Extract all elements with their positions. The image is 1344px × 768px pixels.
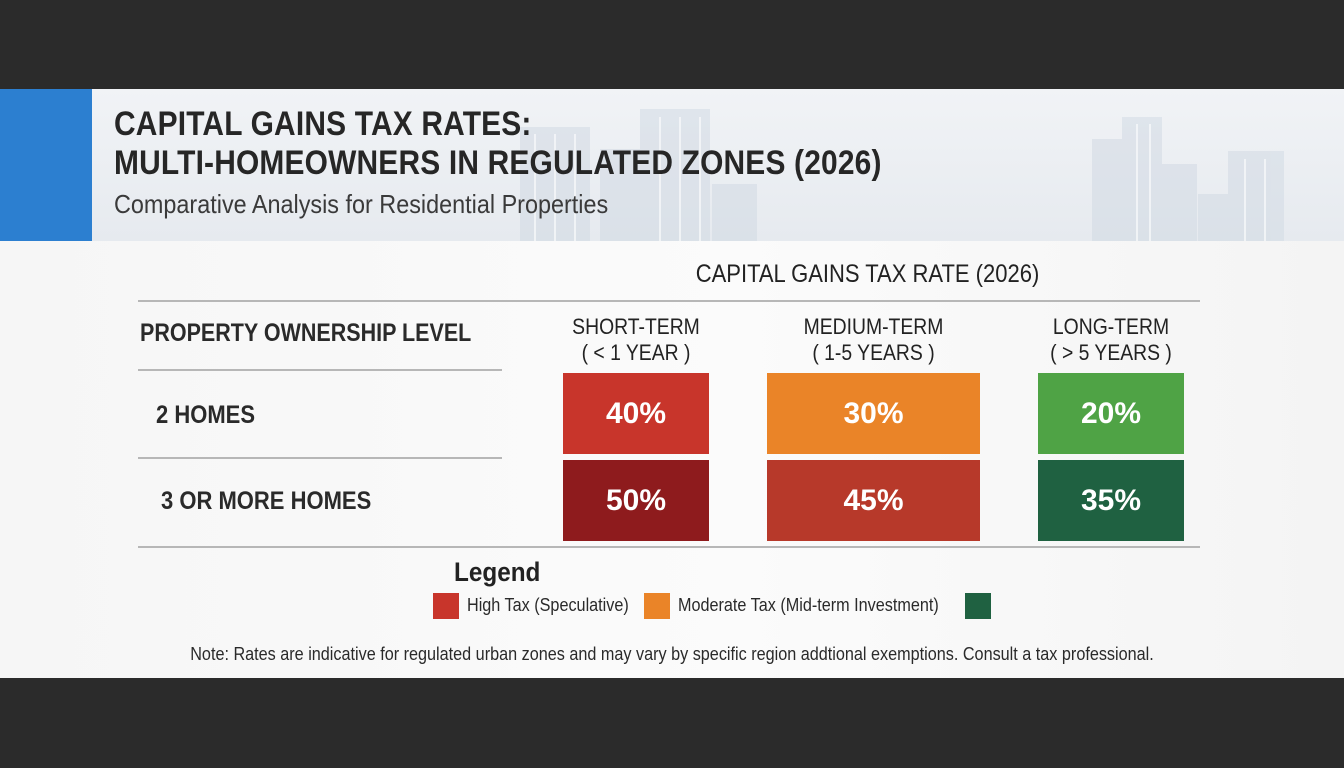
legend-swatch-moderate: [644, 593, 670, 619]
skyline-illustration: [520, 109, 1284, 241]
title-line-2: MULTI-HOMEOWNERS IN REGULATED ZONES (202…: [114, 144, 882, 182]
column-header-line: ( < 1 YEAR ): [581, 340, 691, 365]
bottom-letterbox: [0, 678, 1344, 768]
row-header-label: PROPERTY OWNERSHIP LEVEL: [140, 319, 472, 347]
legend-label-moderate: Moderate Tax (Mid-term Investment): [678, 595, 939, 615]
chart-title: CAPITAL GAINS TAX RATE (2026): [695, 260, 1040, 288]
title-line-1: CAPITAL GAINS TAX RATES:: [114, 105, 532, 143]
rate-cell: 20%: [1038, 373, 1184, 454]
page-title: CAPITAL GAINS TAX RATES: MULTI-HOMEOWNER…: [114, 105, 882, 183]
divider-row-header: [138, 369, 502, 371]
legend-title: Legend: [454, 557, 541, 587]
column-header-line: LONG-TERM: [1052, 314, 1170, 339]
column-header-medium-term: MEDIUM-TERM ( 1-5 YEARS ): [780, 314, 967, 366]
header-accent-bar: [0, 89, 92, 241]
row-label-3-or-more-homes: 3 OR MORE HOMES: [161, 487, 372, 515]
column-header-short-term: SHORT-TERM ( < 1 YEAR ): [572, 314, 700, 366]
header-banner: CAPITAL GAINS TAX RATES: MULTI-HOMEOWNER…: [0, 89, 1344, 241]
divider-bottom: [138, 546, 1200, 548]
rate-cell: 45%: [767, 460, 980, 541]
rate-cell: 40%: [563, 373, 709, 454]
footnote: Note: Rates are indicative for regulated…: [190, 644, 1154, 664]
divider-row-1: [138, 457, 502, 459]
column-header-line: ( > 5 YEARS ): [1050, 340, 1172, 365]
legend-swatch-low: [965, 593, 991, 619]
divider-top: [138, 300, 1200, 302]
rate-cell: 50%: [563, 460, 709, 541]
column-header-line: ( 1-5 YEARS ): [812, 340, 935, 365]
legend-label-high: High Tax (Speculative): [467, 595, 629, 615]
rate-cell: 35%: [1038, 460, 1184, 541]
rate-cell: 30%: [767, 373, 980, 454]
column-header-line: MEDIUM-TERM: [803, 314, 944, 339]
chart-panel: CAPITAL GAINS TAX RATE (2026) PROPERTY O…: [0, 241, 1344, 678]
page-subtitle: Comparative Analysis for Residential Pro…: [114, 189, 609, 219]
column-header-line: SHORT-TERM: [572, 314, 700, 339]
column-header-long-term: LONG-TERM ( > 5 YEARS ): [1047, 314, 1175, 366]
row-label-2-homes: 2 HOMES: [156, 401, 256, 429]
top-letterbox: [0, 0, 1344, 89]
legend-swatch-high: [433, 593, 459, 619]
